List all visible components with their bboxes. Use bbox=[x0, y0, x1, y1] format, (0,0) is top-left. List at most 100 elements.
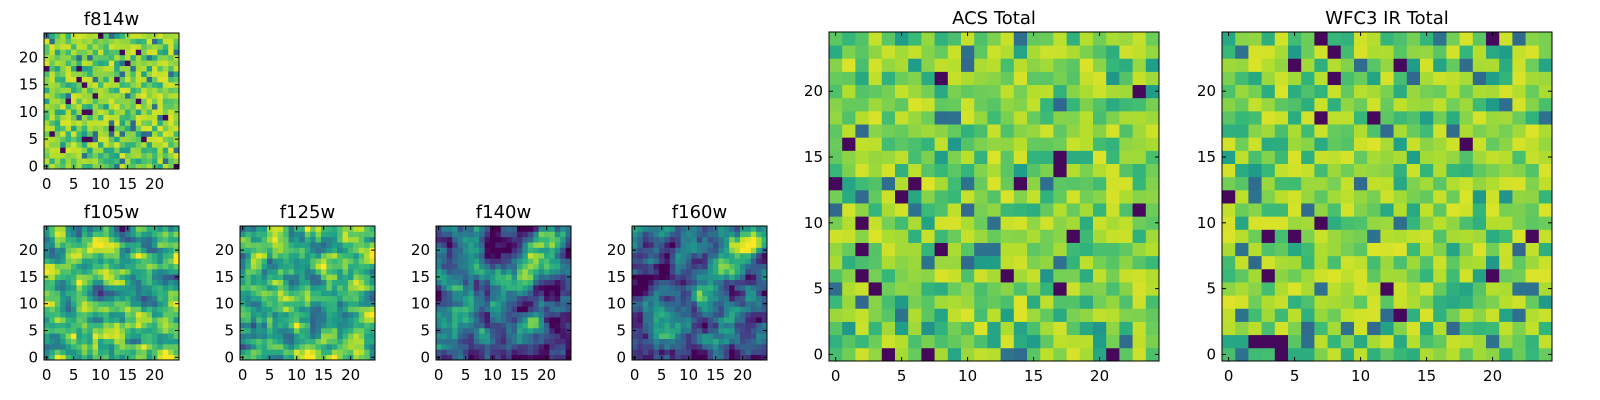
heatmap-cell bbox=[1525, 32, 1540, 46]
heatmap-cell bbox=[49, 114, 56, 121]
heatmap-cell bbox=[141, 43, 147, 50]
heatmap-cell bbox=[49, 109, 56, 115]
heatmap-cell bbox=[288, 349, 295, 356]
heatmap-cell bbox=[1235, 176, 1249, 191]
heatmap-cell bbox=[473, 274, 480, 280]
heatmap-cell bbox=[326, 322, 333, 329]
heatmap-cell bbox=[157, 120, 164, 126]
heatmap-cell bbox=[750, 354, 757, 361]
heatmap-cell bbox=[162, 158, 169, 164]
heatmap-cell bbox=[81, 338, 88, 345]
heatmap-cell bbox=[1512, 295, 1526, 309]
heatmap-cell bbox=[1040, 216, 1054, 230]
heatmap-cell bbox=[141, 306, 147, 313]
heatmap-cell bbox=[544, 284, 550, 291]
heatmap-cell bbox=[304, 284, 311, 291]
heatmap-cell bbox=[1132, 176, 1147, 191]
heatmap-cell bbox=[632, 338, 638, 345]
heatmap-cell bbox=[1512, 229, 1526, 243]
heatmap-cell bbox=[881, 110, 896, 125]
heatmap-cell bbox=[452, 317, 458, 323]
heatmap-cell bbox=[881, 163, 896, 178]
heatmap-cell bbox=[1420, 189, 1434, 204]
heatmap-cell bbox=[342, 242, 349, 248]
heatmap-cell bbox=[60, 136, 66, 143]
heatmap-cell bbox=[1093, 163, 1107, 178]
heatmap-cell bbox=[527, 284, 534, 291]
heatmap-cell bbox=[114, 317, 120, 323]
heatmap-cell bbox=[632, 279, 638, 286]
heatmap-cell bbox=[119, 163, 126, 170]
heatmap-cell bbox=[92, 158, 99, 164]
heatmap-cell bbox=[718, 317, 725, 323]
heatmap-cell bbox=[1380, 110, 1394, 125]
heatmap-cell bbox=[310, 242, 316, 248]
heatmap-cell bbox=[675, 268, 681, 275]
heatmap-cell bbox=[358, 252, 365, 259]
heatmap-cell bbox=[81, 247, 88, 254]
heatmap-cell bbox=[1093, 189, 1107, 204]
heatmap-cell bbox=[162, 333, 169, 339]
heatmap-cell bbox=[565, 295, 572, 302]
heatmap-cell bbox=[65, 71, 72, 77]
heatmap-cell bbox=[446, 333, 453, 339]
heatmap-cell bbox=[702, 290, 708, 297]
heatmap-cell bbox=[152, 274, 158, 280]
heatmap-cell bbox=[261, 279, 268, 286]
heatmap-cell bbox=[54, 268, 61, 275]
heatmap-cell bbox=[740, 327, 746, 334]
heatmap-cell bbox=[554, 247, 561, 254]
heatmap-cell bbox=[549, 301, 556, 307]
heatmap-cell bbox=[267, 338, 273, 345]
heatmap-cell bbox=[1354, 321, 1368, 336]
heatmap-cell bbox=[87, 152, 93, 159]
heatmap-cell bbox=[44, 147, 50, 154]
heatmap-cell bbox=[723, 327, 730, 334]
heatmap-cell bbox=[152, 60, 158, 67]
heatmap-cell bbox=[119, 268, 126, 275]
heatmap-cell bbox=[76, 317, 83, 323]
heatmap-cell bbox=[729, 274, 735, 280]
heatmap-cell bbox=[162, 279, 169, 286]
heatmap-cell bbox=[1393, 110, 1408, 125]
heatmap-cell bbox=[881, 189, 896, 204]
heatmap-cell bbox=[71, 76, 77, 83]
heatmap-cell bbox=[729, 226, 735, 232]
heatmap-cell bbox=[761, 263, 768, 270]
heatmap-cell bbox=[1145, 347, 1160, 362]
heatmap-cell bbox=[549, 236, 556, 243]
heatmap-cell bbox=[441, 301, 448, 307]
heatmap-cell bbox=[675, 311, 681, 318]
heatmap-cell bbox=[119, 258, 126, 264]
heatmap-cell bbox=[92, 136, 99, 143]
heatmap-cell bbox=[130, 354, 137, 361]
heatmap-cell bbox=[1538, 45, 1553, 59]
heatmap-cell bbox=[756, 236, 762, 243]
heatmap-cell bbox=[1119, 163, 1133, 178]
heatmap-cell bbox=[961, 255, 975, 270]
heatmap-cell bbox=[98, 333, 104, 339]
heatmap-cell bbox=[1248, 347, 1262, 362]
heatmap-cell bbox=[125, 311, 131, 318]
heatmap-cell bbox=[98, 98, 104, 105]
heatmap-cell bbox=[554, 301, 561, 307]
heatmap-cell bbox=[108, 33, 115, 39]
heatmap-cell bbox=[1314, 71, 1328, 86]
heatmap-cell bbox=[310, 231, 316, 238]
heatmap-cell bbox=[81, 252, 88, 259]
heatmap-cell bbox=[974, 216, 988, 230]
heatmap-cell bbox=[157, 92, 164, 99]
heatmap-cell bbox=[565, 311, 572, 318]
heatmap-cell bbox=[65, 120, 72, 126]
heatmap-cell bbox=[908, 176, 922, 191]
heatmap-cell bbox=[87, 349, 93, 356]
heatmap-cell bbox=[1053, 71, 1067, 86]
heatmap-cell bbox=[675, 290, 681, 297]
heatmap-cell bbox=[1433, 32, 1447, 46]
heatmap-cell bbox=[1512, 58, 1526, 72]
heatmap-cell bbox=[756, 306, 762, 313]
heatmap-cell bbox=[691, 322, 698, 329]
heatmap-cell bbox=[125, 98, 131, 105]
heatmap-cell bbox=[157, 252, 164, 259]
heatmap-cell bbox=[60, 120, 66, 126]
